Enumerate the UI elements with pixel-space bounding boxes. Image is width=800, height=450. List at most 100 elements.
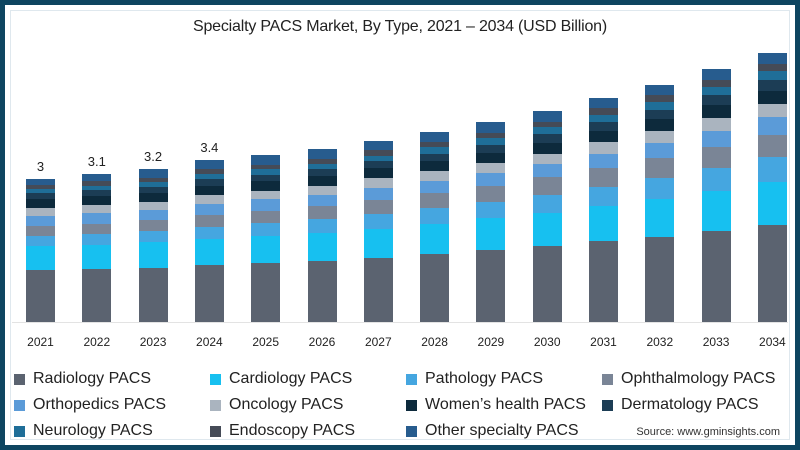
chart-title: Specialty PACS Market, By Type, 2021 – 2… bbox=[193, 18, 607, 35]
legend-item: Women’s health PACS bbox=[406, 396, 586, 414]
total-label: 3.4 bbox=[200, 139, 219, 155]
bar-segment bbox=[476, 173, 506, 187]
bar-segment bbox=[251, 155, 281, 165]
x-tick-label: 2027 bbox=[364, 335, 392, 349]
bar-segment bbox=[645, 102, 675, 110]
bar-segment bbox=[26, 246, 55, 270]
bar-segment bbox=[701, 146, 731, 169]
bar-segment bbox=[194, 238, 224, 266]
bar-segment bbox=[251, 190, 281, 200]
bar-segment bbox=[26, 216, 55, 227]
legend: Radiology PACS Cardiology PACS Pathology P… bbox=[14, 370, 794, 446]
bar-segment bbox=[82, 181, 112, 186]
legend-label: Ophthalmology PACS bbox=[621, 370, 776, 387]
legend-label: Other specialty PACS bbox=[425, 422, 579, 439]
bar-segment bbox=[589, 142, 618, 154]
x-axis-line bbox=[12, 322, 788, 323]
bar-2028 bbox=[420, 132, 450, 322]
legend-label: Oncology PACS bbox=[229, 396, 344, 413]
bar-segment bbox=[420, 208, 450, 224]
bar-segment bbox=[251, 181, 281, 191]
bar-segment bbox=[363, 140, 393, 151]
bar-segment bbox=[589, 108, 618, 115]
bar-segment bbox=[26, 178, 55, 186]
legend-label: Women’s health PACS bbox=[425, 396, 586, 413]
x-tick-label: 2028 bbox=[421, 335, 448, 349]
x-tick-label: 2026 bbox=[308, 335, 336, 349]
bar-segment bbox=[307, 206, 337, 219]
bar-segment bbox=[645, 109, 675, 120]
legend-item: Orthopedics PACS bbox=[14, 396, 166, 414]
bar-2025 bbox=[251, 155, 281, 322]
bar-segment bbox=[26, 270, 55, 322]
bar-segment bbox=[420, 180, 450, 194]
bar-2031 bbox=[589, 97, 618, 322]
bar-segment bbox=[82, 185, 112, 190]
plot-area: 3 2021 3.1 2022 3.2 2023 3.4 2024 2025 2026 2027 20… bbox=[12, 52, 788, 349]
bar-segment bbox=[82, 205, 112, 214]
legend-item: Radiology PACS bbox=[14, 370, 151, 388]
bar-2026 bbox=[307, 148, 337, 322]
legend-swatch-icon bbox=[14, 425, 25, 437]
legend-item: Endoscopy PACS bbox=[210, 422, 355, 440]
bar-segment bbox=[645, 158, 675, 179]
bar-segment bbox=[82, 223, 112, 235]
legend-swatch-icon bbox=[602, 399, 613, 411]
bar-segment bbox=[307, 158, 337, 164]
bar-segment bbox=[420, 132, 450, 143]
bar-segment bbox=[363, 150, 393, 156]
bar-segment bbox=[589, 153, 618, 168]
legend-swatch-icon bbox=[14, 373, 25, 385]
legend-swatch-icon bbox=[406, 399, 417, 411]
bar-segment bbox=[82, 234, 112, 245]
legend-label: Pathology PACS bbox=[425, 370, 543, 387]
bar-segment bbox=[138, 231, 168, 243]
bar-segment bbox=[532, 121, 562, 128]
bar-segment bbox=[194, 159, 224, 170]
source-note: Source: www.gminsights.com bbox=[636, 426, 780, 438]
bar-segment bbox=[420, 193, 450, 209]
legend-label: Neurology PACS bbox=[33, 422, 153, 439]
bar-segment bbox=[420, 161, 450, 172]
bar-segment bbox=[138, 186, 168, 193]
bar-segment bbox=[138, 181, 168, 187]
bar-segment bbox=[532, 153, 562, 165]
bar-segment bbox=[645, 237, 675, 322]
x-tick-label: 2030 bbox=[533, 335, 561, 349]
bar-segment bbox=[138, 201, 168, 210]
bar-segment bbox=[363, 155, 393, 162]
legend-item: Oncology PACS bbox=[210, 396, 343, 414]
bar-segment bbox=[701, 117, 731, 131]
total-label: 3.2 bbox=[144, 149, 163, 165]
bar-2024 bbox=[194, 159, 224, 322]
bar-segment bbox=[138, 209, 168, 221]
bar-segment bbox=[251, 210, 281, 224]
bar-segment bbox=[26, 236, 55, 247]
bar-2030 bbox=[532, 111, 562, 322]
bar-segment bbox=[251, 223, 281, 237]
bar-segment bbox=[82, 196, 112, 206]
legend-swatch-icon bbox=[602, 373, 613, 385]
bar-segment bbox=[194, 265, 224, 322]
bar-segment bbox=[589, 114, 618, 122]
bar-segment bbox=[26, 226, 55, 237]
x-tick-label: 2022 bbox=[83, 335, 111, 349]
bar-segment bbox=[251, 236, 281, 264]
bar-segment bbox=[138, 220, 168, 232]
legend-item: Dermatology PACS bbox=[602, 396, 759, 414]
bar-segment bbox=[757, 182, 787, 226]
bar-segment bbox=[645, 178, 675, 200]
bar-segment bbox=[251, 169, 281, 175]
total-label: 3.1 bbox=[87, 154, 106, 170]
bar-segment bbox=[532, 127, 562, 135]
bar-segment bbox=[532, 134, 562, 143]
bar-segment bbox=[26, 185, 55, 189]
bar-2032 bbox=[645, 85, 675, 322]
bar-2033 bbox=[701, 68, 731, 322]
bar-segment bbox=[701, 168, 731, 192]
bar-2021 bbox=[26, 178, 55, 322]
x-tick-label: 2025 bbox=[252, 335, 280, 349]
bar-segment bbox=[194, 174, 224, 179]
bar-segment bbox=[532, 212, 562, 247]
bar-segment bbox=[194, 195, 224, 204]
